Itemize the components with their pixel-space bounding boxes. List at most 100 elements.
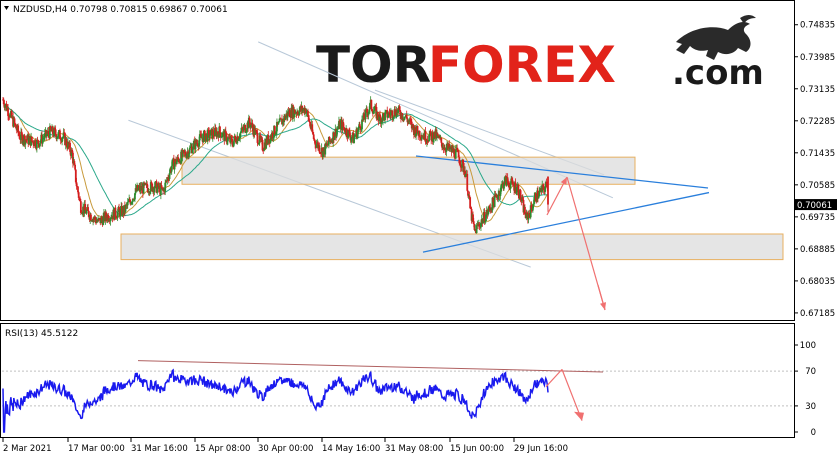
candle-body [384, 110, 387, 113]
candle-body [261, 140, 264, 151]
candle [348, 127, 351, 138]
candle-body [61, 136, 64, 139]
candle-body [51, 126, 54, 134]
candle-body [275, 131, 278, 134]
candle [167, 174, 169, 182]
candle-body [545, 182, 548, 185]
candle-body [484, 221, 487, 223]
candle-body [458, 157, 461, 164]
candle-body [449, 147, 451, 150]
candle-body [387, 115, 389, 118]
candle-body [544, 182, 547, 187]
candle-body [126, 201, 129, 206]
candle-body [247, 117, 250, 129]
candle [512, 181, 515, 186]
candle-body [47, 131, 50, 135]
candle [147, 184, 149, 194]
candle [308, 117, 311, 123]
candle-body [541, 184, 544, 192]
candle-body [511, 180, 514, 185]
candle-body [15, 124, 17, 129]
candle [466, 170, 469, 192]
candle [237, 137, 240, 141]
candle-body [7, 115, 10, 117]
candle-body [13, 118, 16, 124]
candle-body [17, 132, 20, 135]
candle-body [2, 99, 5, 105]
candle-body [348, 130, 351, 137]
candle-body [412, 124, 415, 129]
candle-body [46, 134, 48, 137]
candle-body [503, 177, 506, 185]
candle-body [487, 210, 490, 215]
candle-body [360, 129, 363, 130]
rsi-tick-label: 70 [805, 367, 816, 377]
candle-body [373, 110, 376, 112]
candle-body [379, 114, 381, 117]
candle-body [116, 211, 119, 218]
candle-body [456, 150, 459, 152]
candle-body [492, 197, 495, 203]
candle-body [250, 125, 252, 128]
candle-body [457, 151, 460, 158]
candle [56, 135, 58, 142]
candle [278, 114, 281, 122]
candle-body [239, 133, 242, 138]
candle-body [478, 223, 481, 227]
candle-body [17, 125, 20, 133]
candle-body [184, 151, 187, 156]
price-tick-label: 0.67185 [800, 309, 835, 319]
candle [364, 108, 367, 123]
price-tick-label: 0.69735 [800, 213, 835, 223]
candle-body [272, 137, 275, 139]
candle [392, 116, 395, 122]
candle-body [369, 103, 371, 110]
candle-body [488, 206, 491, 208]
candle [188, 152, 190, 160]
candle-body [353, 136, 356, 138]
candle-body [35, 139, 38, 149]
candle-body [378, 114, 381, 121]
candle-body [165, 180, 167, 183]
candle-body [248, 117, 251, 123]
candle-body [142, 182, 145, 194]
candle-body [301, 109, 304, 112]
candle-body [150, 182, 153, 184]
candle-body [392, 117, 394, 119]
candle-body [491, 197, 494, 211]
candle-body [403, 116, 406, 120]
candle-body [241, 127, 244, 129]
candle-body [137, 187, 140, 190]
candle-body [234, 138, 237, 143]
candle-body [511, 178, 513, 181]
candle-body [109, 218, 112, 222]
projection-down-arrow [597, 284, 607, 311]
candle-body [274, 133, 277, 135]
candle-body [251, 122, 254, 128]
candle [56, 136, 59, 138]
candle [73, 159, 76, 166]
candle [160, 181, 163, 190]
rsi-tick-label: 0 [811, 428, 816, 438]
candle [126, 198, 129, 209]
candle-body [298, 110, 301, 116]
candle-body [62, 132, 65, 137]
candle-body [420, 136, 423, 140]
candle-body [294, 109, 296, 114]
candle [386, 106, 389, 121]
rsi-series [2, 360, 794, 433]
candle [198, 130, 201, 145]
candle-body [92, 218, 95, 222]
candle-body [54, 128, 56, 130]
candle [62, 128, 65, 139]
candle-body [77, 192, 80, 198]
candle [547, 176, 549, 212]
time-tick-label: 29 Jun 16:00 [514, 444, 568, 454]
candle-body [65, 138, 68, 146]
candle-body [399, 110, 402, 116]
price-tick-label: 0.70585 [800, 181, 835, 191]
candle-body [415, 133, 417, 137]
candle-body [256, 132, 259, 143]
candle-body [382, 113, 384, 122]
candle-body [438, 136, 441, 139]
